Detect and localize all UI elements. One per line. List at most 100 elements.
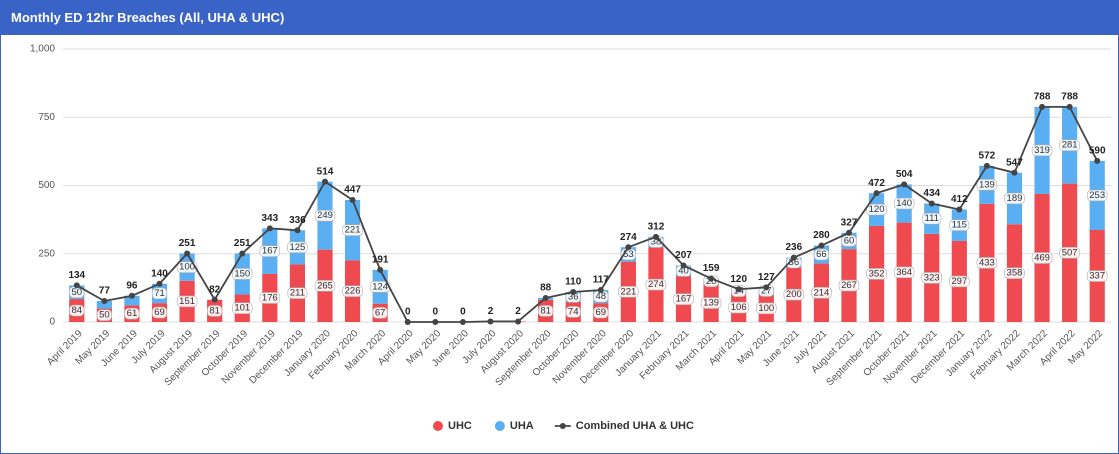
data-label-box (287, 287, 308, 300)
line-label: 2 (488, 306, 494, 317)
legend-swatch (559, 423, 566, 429)
line-label: 110 (565, 277, 582, 288)
data-label: 66 (816, 249, 827, 260)
data-label-box (811, 287, 832, 299)
line-point (983, 162, 990, 169)
data-label-box (151, 306, 168, 319)
line-point (652, 233, 659, 240)
line-label: 77 (99, 286, 111, 297)
line-label: 434 (923, 188, 940, 199)
data-label: 74 (568, 306, 579, 317)
data-label: 139 (979, 179, 995, 190)
data-label-box (1086, 270, 1108, 282)
data-label-box (1086, 189, 1108, 202)
data-label-box (1004, 267, 1025, 279)
data-label-box (593, 306, 609, 319)
data-label-box (700, 297, 722, 309)
line-point (294, 227, 301, 234)
data-label: 81 (209, 305, 220, 316)
line-point (597, 287, 604, 294)
line-label: 572 (979, 150, 996, 161)
data-label-box (976, 179, 998, 191)
data-label: 297 (951, 276, 967, 287)
data-label: 111 (925, 213, 939, 224)
data-label: 124 (372, 281, 388, 292)
line-label: 82 (209, 284, 221, 295)
data-label-box (813, 248, 830, 261)
line-label: 127 (758, 272, 775, 283)
data-label-box (893, 266, 915, 279)
data-label-box (893, 197, 915, 210)
data-label-box (866, 268, 887, 280)
line-label: 251 (179, 238, 196, 249)
data-label: 50 (99, 310, 110, 321)
line-point (432, 319, 439, 325)
line-point (818, 242, 825, 249)
data-label: 221 (345, 225, 361, 236)
data-label-box (618, 286, 639, 298)
data-label: 323 (924, 272, 940, 283)
y-tick-label: 250 (38, 248, 55, 259)
line-label: 274 (620, 232, 637, 243)
bar-segment (96, 300, 112, 309)
line-point (763, 284, 770, 291)
line-label: 343 (261, 213, 278, 224)
legend-label: UHA (510, 420, 534, 432)
line-point (128, 292, 135, 299)
data-label: 27 (761, 286, 772, 297)
line-label: 514 (317, 166, 334, 177)
line-point (735, 286, 742, 293)
line-label: 191 (372, 254, 389, 265)
line-label: 159 (703, 263, 720, 274)
data-label-box (259, 245, 281, 257)
legend-swatch (433, 421, 443, 431)
data-label: 60 (844, 235, 855, 246)
line-point (459, 319, 466, 325)
data-label: 40 (678, 265, 689, 276)
line-point (322, 178, 328, 185)
line-point (708, 275, 715, 282)
data-label-box (207, 305, 223, 317)
line-point (625, 244, 632, 251)
data-label-box (176, 261, 198, 273)
data-label-box (538, 305, 554, 317)
line-label: 2 (515, 306, 521, 317)
data-label: 84 (72, 305, 83, 316)
data-label: 69 (154, 307, 165, 318)
data-label-box (922, 212, 942, 225)
line-point (542, 294, 549, 301)
data-label: 249 (317, 210, 333, 221)
data-label-box (921, 272, 942, 284)
data-label: 48 (596, 291, 607, 302)
line-point (928, 200, 935, 207)
data-label: 100 (179, 262, 195, 273)
line-label: 547 (1006, 157, 1023, 168)
line-label: 117 (593, 275, 610, 286)
line-label: 327 (841, 217, 858, 228)
legend-label: UHC (448, 420, 472, 432)
data-label: 53 (623, 249, 634, 260)
line-point (956, 206, 963, 213)
data-label-box (838, 279, 860, 292)
data-label-box (949, 275, 970, 288)
data-label: 253 (1089, 190, 1105, 201)
line-point (211, 296, 218, 303)
line-point (377, 266, 384, 273)
line-point (156, 280, 163, 287)
line-label: 280 (813, 230, 830, 241)
data-label-box (232, 302, 253, 315)
line-label: 412 (951, 194, 968, 205)
data-label: 352 (869, 268, 885, 279)
data-label: 151 (179, 296, 195, 307)
line-point (101, 297, 108, 304)
line-point (1011, 169, 1018, 176)
line-label: 140 (151, 268, 168, 279)
data-label: 100 (758, 303, 774, 314)
data-label: 176 (262, 292, 278, 303)
data-label: 101 (234, 303, 250, 314)
data-label: 61 (127, 308, 138, 319)
line-point (239, 250, 246, 257)
data-label: 36 (789, 257, 800, 268)
data-label: 189 (1007, 193, 1023, 204)
line-label: 472 (868, 178, 885, 189)
